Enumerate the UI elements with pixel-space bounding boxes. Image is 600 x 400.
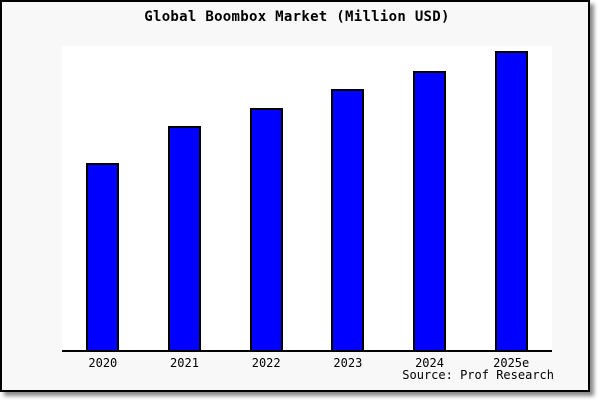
source-note: Source: Prof Research xyxy=(402,368,554,382)
chart-frame: Global Boombox Market (Million USD) 2020… xyxy=(0,0,590,392)
x-tick-label-2020: 2020 xyxy=(88,356,118,370)
bar-2024 xyxy=(413,70,447,350)
bar-slot-2023 xyxy=(307,46,389,350)
x-tick-label-2021: 2021 xyxy=(170,356,199,370)
bar-slot-2022 xyxy=(225,46,307,350)
chart-title: Global Boombox Market (Million USD) xyxy=(144,9,450,25)
bar-slot-2025e xyxy=(470,46,552,350)
bar-2022 xyxy=(249,108,283,350)
plot-area xyxy=(62,46,552,352)
bar-2020 xyxy=(86,163,120,350)
x-tick-label-2022: 2022 xyxy=(251,356,281,370)
x-tick-label-2023: 2023 xyxy=(333,356,363,370)
bar-2025e xyxy=(494,50,528,350)
bar-2023 xyxy=(331,88,365,350)
bar-slot-2021 xyxy=(144,46,226,350)
x-tick-label-2025e: 2025e xyxy=(493,356,530,370)
bar-slot-2024 xyxy=(389,46,471,350)
x-tick-label-2024: 2024 xyxy=(415,356,444,370)
bar-2021 xyxy=(168,125,201,350)
x-axis-labels: 2020 2021 2022 2023 2024 2025e xyxy=(62,356,552,370)
bars-container xyxy=(62,46,552,350)
bar-slot-2020 xyxy=(62,46,144,350)
